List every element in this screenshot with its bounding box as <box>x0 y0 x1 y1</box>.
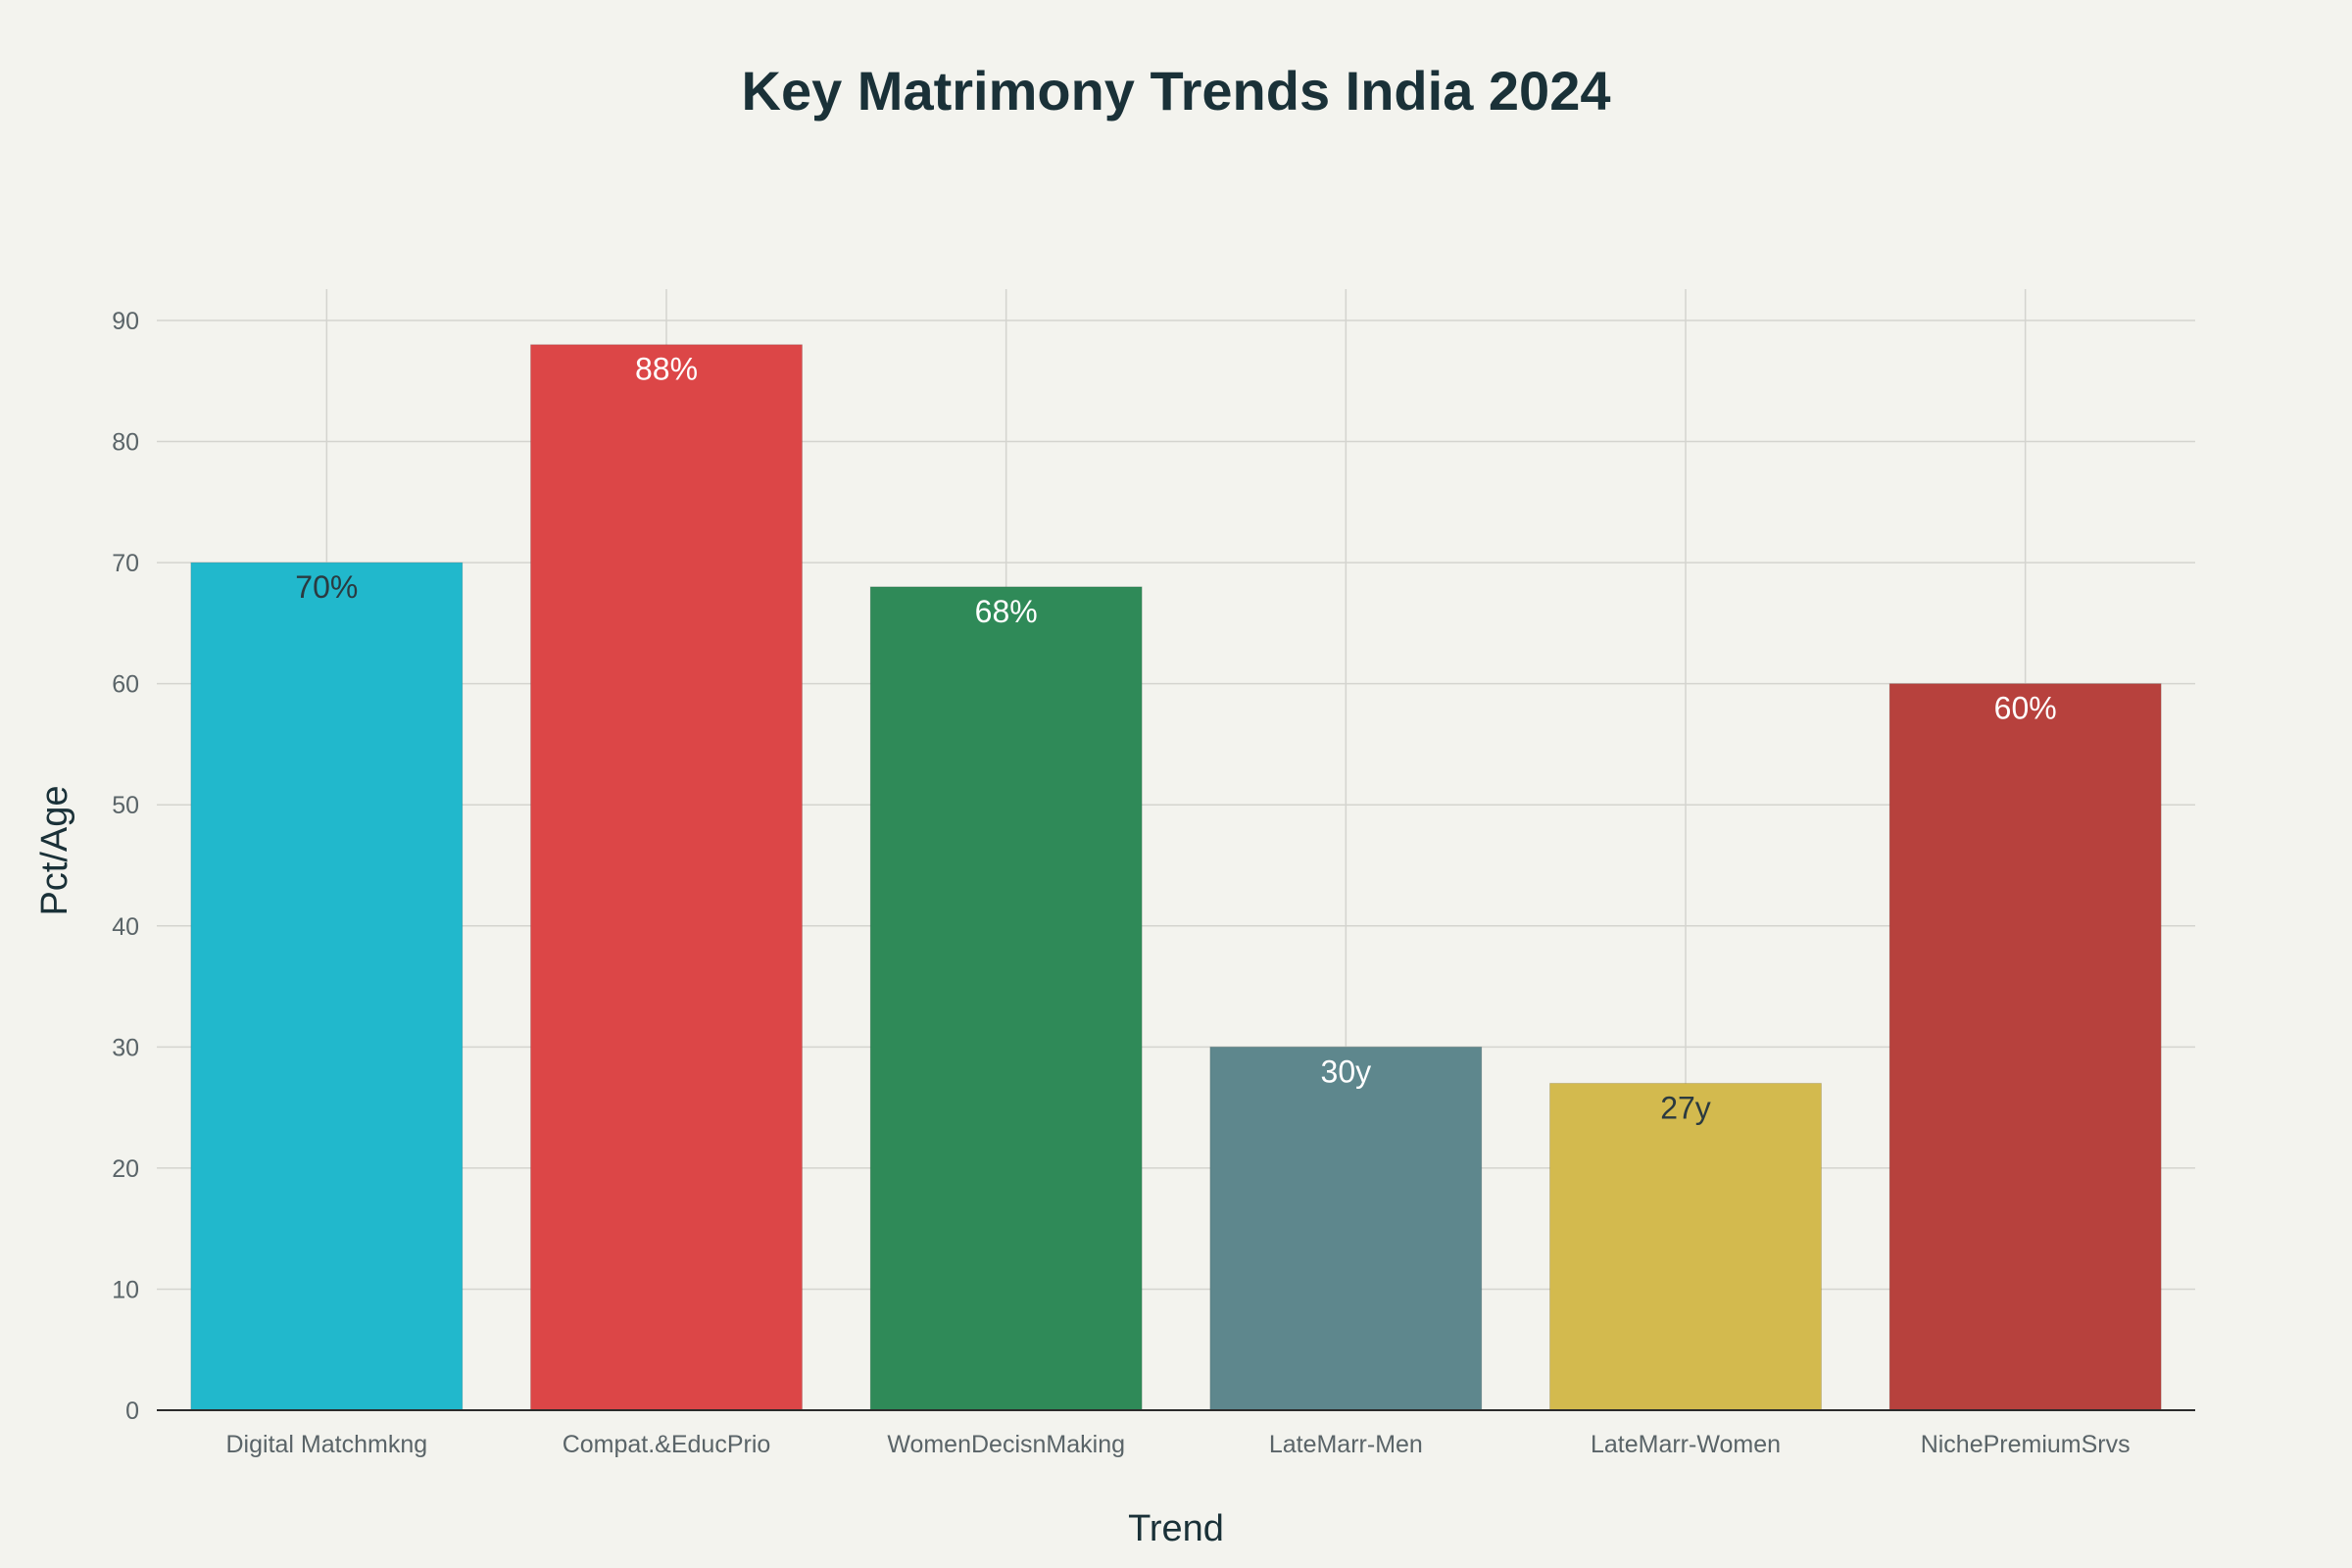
bar-value-label: 88% <box>635 352 698 387</box>
bar-value-label: 60% <box>1994 691 2057 726</box>
y-axis-ticks: 0 10 20 30 40 50 60 70 80 90 <box>112 308 139 1425</box>
y-tick-label: 30 <box>112 1034 139 1061</box>
bar <box>530 344 803 1411</box>
bar <box>1888 683 2162 1411</box>
y-tick-label: 40 <box>112 913 139 941</box>
x-axis-title: Trend <box>1128 1508 1224 1549</box>
bars: 70% 88% 68% 30y 27y 60% <box>190 344 2162 1411</box>
bar <box>1209 1046 1483 1411</box>
bar <box>869 586 1143 1411</box>
y-tick-label: 60 <box>112 671 139 699</box>
y-tick-label: 10 <box>112 1276 139 1303</box>
y-tick-label: 90 <box>112 308 139 335</box>
x-tick-label: Compat.&EducPrio <box>563 1431 771 1458</box>
y-tick-label: 0 <box>125 1397 139 1425</box>
y-tick-label: 50 <box>112 792 139 819</box>
x-tick-label: LateMarr-Men <box>1269 1431 1423 1458</box>
chart-title: Key Matrimony Trends India 2024 <box>742 60 1611 122</box>
y-axis-title: Pct/Age <box>34 785 75 915</box>
y-tick-label: 20 <box>112 1155 139 1183</box>
bar-value-label: 68% <box>975 594 1038 629</box>
x-tick-label: NichePremiumSrvs <box>1921 1431 2131 1458</box>
x-tick-label: LateMarr-Women <box>1591 1431 1781 1458</box>
x-tick-label: WomenDecisnMaking <box>887 1431 1125 1458</box>
bar-value-label: 27y <box>1660 1090 1711 1125</box>
x-axis-ticks: Digital Matchmkng Compat.&EducPrio WomenDe… <box>226 1431 2131 1458</box>
y-tick-label: 80 <box>112 429 139 457</box>
x-tick-label: Digital Matchmkng <box>226 1431 428 1458</box>
bar-value-label: 30y <box>1321 1054 1372 1089</box>
bar-value-label: 70% <box>295 569 358 605</box>
bar <box>1549 1082 1822 1411</box>
y-tick-label: 70 <box>112 550 139 577</box>
bar <box>190 562 464 1411</box>
